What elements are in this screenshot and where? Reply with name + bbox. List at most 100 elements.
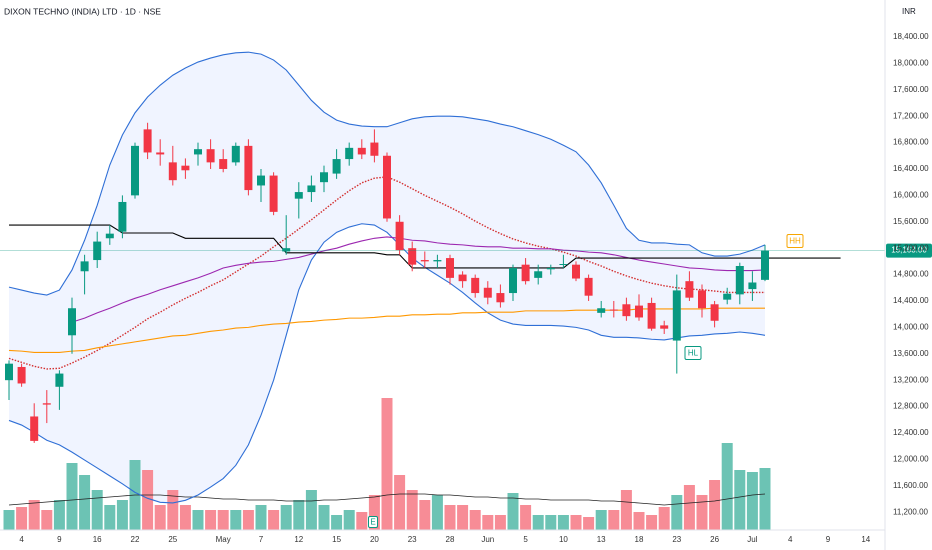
volume-bar <box>759 468 771 530</box>
candle-body <box>105 233 114 239</box>
candle-body <box>395 221 404 251</box>
candle-body <box>483 287 492 298</box>
candle-body <box>685 281 694 298</box>
y-tick-label: 15,600.00 <box>893 217 929 226</box>
volume-bar <box>356 512 368 530</box>
x-tick-label: 13 <box>597 535 606 544</box>
candle-body <box>546 267 555 270</box>
x-tick-label: Jul <box>747 535 757 544</box>
candle-body <box>471 277 480 294</box>
x-tick-label: 23 <box>672 535 681 544</box>
candle-body <box>458 274 467 282</box>
y-tick-label: 13,200.00 <box>893 375 929 384</box>
candle-body <box>748 282 757 290</box>
candle-body <box>68 308 76 336</box>
volume-bar <box>583 517 595 530</box>
volume-bar <box>41 510 53 530</box>
volume-bar <box>280 505 292 530</box>
x-tick-label: 16 <box>93 535 102 544</box>
volume-bar <box>608 510 620 530</box>
volume-bar <box>293 500 305 530</box>
candle-body <box>143 129 152 153</box>
candle-body <box>131 145 139 196</box>
candle-body <box>332 159 341 174</box>
candle-body <box>345 147 354 160</box>
y-tick-label: 12,800.00 <box>893 402 929 411</box>
candle-body <box>496 293 505 303</box>
volume-bar <box>28 500 40 530</box>
candle-body <box>42 403 51 405</box>
chart-title: DIXON TECHNO (INDIA) LTD · 1D · NSE <box>4 6 161 16</box>
volume-bar <box>457 505 469 530</box>
volume-bar <box>620 490 632 530</box>
candle-body <box>370 142 379 156</box>
candle-layer <box>5 122 769 443</box>
x-tick-label: 15 <box>332 535 341 544</box>
volume-bar <box>205 510 217 530</box>
volume-bar <box>482 515 494 530</box>
volume-bar <box>343 510 355 530</box>
candle-body <box>320 172 328 183</box>
candle-body <box>269 175 278 212</box>
volume-bar <box>431 495 443 530</box>
annotation-label: HL <box>688 349 699 358</box>
y-tick-label: 14,400.00 <box>893 296 929 305</box>
volume-bar <box>242 510 254 530</box>
indicator-line <box>71 236 766 323</box>
y-tick-label: 12,400.00 <box>893 428 929 437</box>
candle-body <box>194 149 202 155</box>
y-tick-label: 16,800.00 <box>893 138 929 147</box>
candle-body <box>80 261 89 272</box>
candle-body <box>357 147 366 155</box>
candle-body <box>257 175 265 186</box>
indicator-line <box>8 51 766 296</box>
volume-bar <box>520 505 532 530</box>
candle-body <box>219 159 228 169</box>
volume-bar <box>154 505 166 530</box>
volume-bar <box>406 490 418 530</box>
candle-body <box>383 155 391 219</box>
volume-bar <box>696 495 708 530</box>
annotation-box <box>368 516 378 528</box>
volume-bar <box>79 475 91 530</box>
candle-body <box>55 373 64 387</box>
volume-bar <box>104 505 116 530</box>
volume-ma-line <box>8 493 766 506</box>
candle-body <box>698 290 706 309</box>
volume-bar <box>570 515 582 530</box>
x-tick-label: 7 <box>259 535 264 544</box>
candle-body <box>282 248 291 252</box>
x-tick-label: Jun <box>481 535 494 544</box>
last-price-tag <box>886 243 932 258</box>
y-tick-label: 11,200.00 <box>893 507 929 516</box>
volume-bar <box>746 472 758 530</box>
candle-body <box>231 145 240 163</box>
y-tick-label: 11,600.00 <box>893 481 929 490</box>
x-tick-label: 18 <box>635 535 644 544</box>
candle-body <box>244 145 253 191</box>
volume-bar <box>116 500 128 530</box>
volume-bar <box>192 510 204 530</box>
volume-bar <box>217 510 229 530</box>
candle-body <box>597 308 606 313</box>
candle-body <box>30 416 39 441</box>
volume-bar <box>331 515 343 530</box>
volume-bar <box>671 495 683 530</box>
volume-bar <box>167 490 179 530</box>
x-tick-label: 28 <box>446 535 455 544</box>
volume-bar <box>230 510 242 530</box>
candle-body <box>17 366 26 384</box>
currency-label: INR <box>902 7 916 16</box>
x-tick-label: 22 <box>131 535 140 544</box>
candle-body <box>672 290 681 341</box>
indicator-line <box>8 223 766 504</box>
candle-body <box>710 304 719 321</box>
y-tick-label: 17,200.00 <box>893 111 929 120</box>
candle-body <box>168 162 177 181</box>
volume-bar <box>658 507 670 530</box>
candle-body <box>521 264 530 282</box>
x-tick-label: 26 <box>710 535 719 544</box>
x-tick-label: 10 <box>559 535 568 544</box>
candle-body <box>609 309 618 311</box>
